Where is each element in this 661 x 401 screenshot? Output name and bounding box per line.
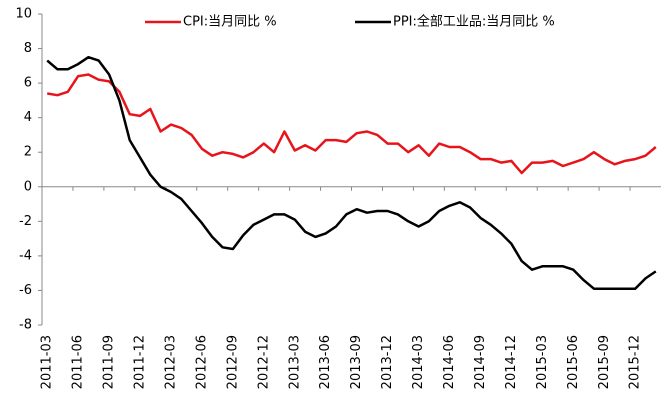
x-tick-label: 2013-03	[287, 335, 302, 389]
y-tick-label: 6	[24, 76, 32, 91]
x-tick-label: 2012-06	[194, 335, 209, 389]
x-tick-label: 2015-06	[566, 335, 581, 389]
legend-label: PPI:全部工业品:当月同比 %	[393, 14, 555, 30]
x-tick-label: 2011-03	[40, 335, 55, 389]
y-tick-label: -4	[19, 248, 32, 263]
x-tick-label: 2015-03	[535, 335, 550, 389]
x-tick-label: 2012-12	[256, 335, 271, 389]
y-tick-label: 8	[24, 41, 32, 56]
y-tick-label: 0	[24, 179, 32, 194]
x-tick-label: 2014-12	[504, 335, 519, 389]
x-tick-label: 2011-12	[133, 335, 148, 389]
x-tick-label: 2015-09	[597, 335, 612, 389]
x-tick-label: 2012-03	[163, 335, 178, 389]
series-line	[46, 73, 657, 175]
x-tick-label: 2014-09	[473, 335, 488, 389]
y-tick-label: 4	[24, 110, 32, 125]
legend-label: CPI:当月同比 %	[183, 15, 277, 30]
y-tick-label: 2	[24, 145, 32, 160]
x-tick-label: 2011-09	[102, 335, 117, 389]
x-tick-label: 2015-12	[628, 335, 643, 389]
x-tick-label: 2013-12	[380, 335, 395, 389]
x-tick-label: 2011-06	[71, 335, 86, 389]
x-tick-label: 2013-06	[318, 335, 333, 389]
y-tick-label: 10	[15, 7, 32, 22]
x-tick-label: 2014-06	[442, 335, 457, 389]
y-tick-label: -2	[19, 214, 32, 229]
y-tick-label: -8	[19, 318, 32, 333]
y-tick-label: -6	[19, 283, 32, 298]
x-tick-label: 2014-03	[411, 335, 426, 389]
x-tick-label: 2012-09	[225, 335, 240, 389]
series-line	[46, 55, 657, 290]
x-tick-label: 2013-09	[349, 335, 364, 389]
